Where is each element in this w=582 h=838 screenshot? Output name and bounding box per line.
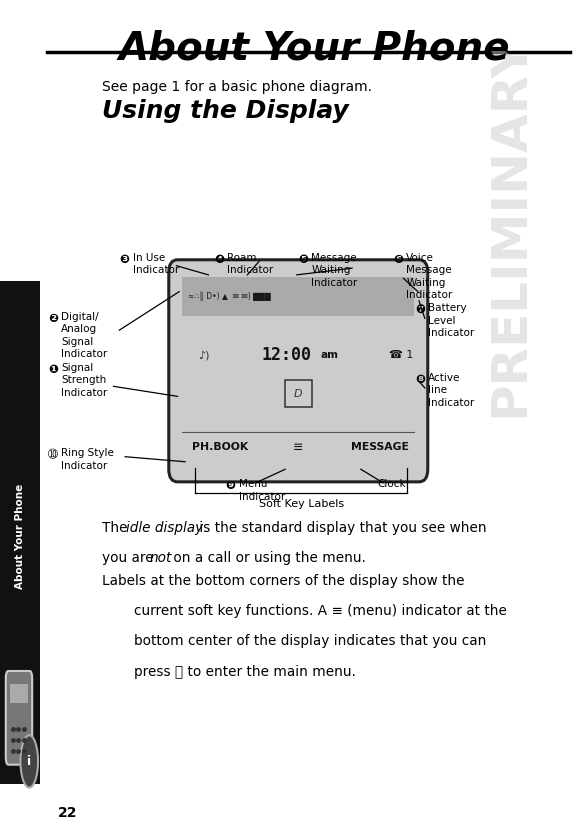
Text: current soft key functions. A ≡ (menu) indicator at the: current soft key functions. A ≡ (menu) i… <box>134 604 507 618</box>
Text: The: The <box>102 521 132 535</box>
Text: 12:00: 12:00 <box>261 346 311 365</box>
Text: Battery
Level
Indicator: Battery Level Indicator <box>428 303 474 339</box>
Text: See page 1 for a basic phone diagram.: See page 1 for a basic phone diagram. <box>102 80 372 94</box>
Text: 22: 22 <box>58 805 78 820</box>
Text: on a call or using the menu.: on a call or using the menu. <box>169 551 365 566</box>
Text: ❽: ❽ <box>415 373 425 386</box>
Text: ➉: ➉ <box>48 448 58 462</box>
Text: Message
Waiting
Indicator: Message Waiting Indicator <box>311 253 357 288</box>
Text: PRELIMINARY: PRELIMINARY <box>485 36 533 416</box>
FancyBboxPatch shape <box>10 684 28 702</box>
Text: ❸: ❸ <box>120 253 130 266</box>
Text: Signal
Strength
Indicator: Signal Strength Indicator <box>61 363 107 398</box>
Text: ❼: ❼ <box>415 303 425 317</box>
Text: ❾: ❾ <box>226 479 236 493</box>
Text: ❶: ❶ <box>48 363 58 376</box>
Text: ❺: ❺ <box>299 253 308 266</box>
Text: Labels at the bottom corners of the display show the: Labels at the bottom corners of the disp… <box>102 574 464 588</box>
Text: is the standard display that you see when: is the standard display that you see whe… <box>195 521 487 535</box>
Bar <box>182 277 414 316</box>
Bar <box>0 281 40 784</box>
Bar <box>285 380 312 407</box>
Text: ≡: ≡ <box>293 441 304 454</box>
Text: PH.BOOK: PH.BOOK <box>192 442 249 453</box>
Text: About Your Phone: About Your Phone <box>119 29 510 67</box>
Text: Active
line
Indicator: Active line Indicator <box>428 373 474 408</box>
Text: About Your Phone: About Your Phone <box>15 484 25 589</box>
Text: Soft Key Labels: Soft Key Labels <box>258 499 344 510</box>
Text: press Ⓜ to enter the main menu.: press Ⓜ to enter the main menu. <box>134 665 356 679</box>
Text: ♪): ♪) <box>198 350 210 360</box>
Text: Clock: Clock <box>377 479 406 489</box>
Text: am: am <box>321 350 339 360</box>
Text: you are: you are <box>102 551 158 566</box>
Text: idle display: idle display <box>126 521 204 535</box>
Text: ☎ 1: ☎ 1 <box>389 350 414 360</box>
FancyBboxPatch shape <box>169 260 428 482</box>
Text: ≈∴║ D•) ▲  ✉ ✉) ███: ≈∴║ D•) ▲ ✉ ✉) ███ <box>188 292 271 301</box>
Text: Ring Style
Indicator: Ring Style Indicator <box>61 448 114 471</box>
Text: Voice
Message
Waiting
Indicator: Voice Message Waiting Indicator <box>406 253 452 300</box>
Circle shape <box>20 735 38 788</box>
Text: Digital/
Analog
Signal
Indicator: Digital/ Analog Signal Indicator <box>61 312 107 359</box>
Text: Menu
Indicator: Menu Indicator <box>239 479 285 502</box>
Text: Using the Display: Using the Display <box>102 99 349 123</box>
Text: Roam
Indicator: Roam Indicator <box>227 253 273 276</box>
Text: bottom center of the display indicates that you can: bottom center of the display indicates t… <box>134 634 486 649</box>
FancyBboxPatch shape <box>6 671 32 764</box>
Text: ❻: ❻ <box>393 253 403 266</box>
Text: ❷: ❷ <box>48 312 58 325</box>
Text: In Use
Indicator: In Use Indicator <box>133 253 179 276</box>
Text: ❹: ❹ <box>214 253 224 266</box>
Text: not: not <box>150 551 172 566</box>
Text: D: D <box>294 389 303 399</box>
Text: MESSAGE: MESSAGE <box>351 442 409 453</box>
Text: i: i <box>27 755 31 768</box>
